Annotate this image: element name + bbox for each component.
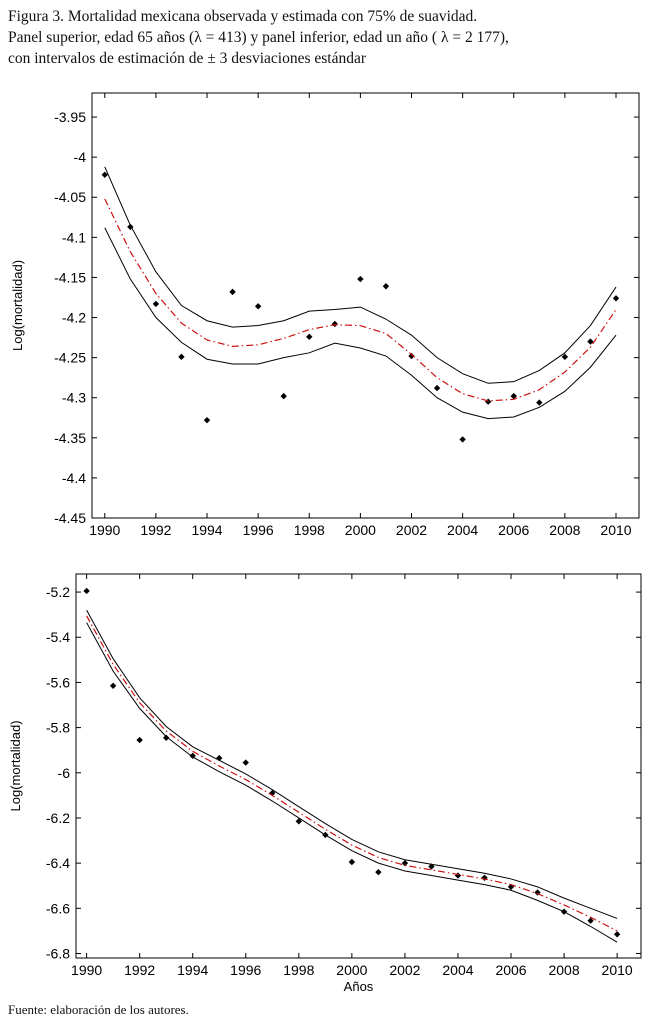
y-tick-label: -4.05 [54, 189, 86, 205]
x-axis-title: Años [344, 979, 374, 994]
observed-point [433, 384, 441, 392]
caption-line-1: Figura 3. Mortalidad mexicana observada … [8, 8, 478, 25]
y-tick-label: -6.2 [46, 810, 70, 826]
y-tick-label: -4.35 [54, 430, 86, 446]
x-tick-label: 1992 [124, 962, 155, 978]
y-tick-label: -4.4 [62, 470, 86, 486]
x-tick-label: 2002 [396, 522, 427, 538]
y-tick-label: -5.8 [46, 720, 70, 736]
x-tick-label: 2004 [442, 962, 473, 978]
observed-point [216, 754, 223, 762]
x-tick-label: 2000 [345, 522, 376, 538]
y-tick-label: -4 [74, 149, 87, 165]
observed-point [295, 818, 303, 825]
estimate-line [104, 198, 617, 402]
x-tick-label: 1998 [294, 522, 325, 538]
x-tick-label: 1996 [230, 962, 261, 978]
observed-point [561, 353, 569, 361]
observed-point [459, 436, 466, 443]
upper-line [104, 166, 617, 384]
y-tick-label: -5.4 [46, 629, 70, 645]
y-tick-label: -4.45 [54, 510, 86, 526]
caption-line-2: Panel superior, edad 65 años (λ = 413) y… [8, 29, 509, 46]
y-tick-label: -6.4 [46, 855, 70, 871]
figure-source: Fuente: elaboración de los autores. [8, 1002, 189, 1017]
y-tick-label: -4.2 [62, 310, 86, 326]
observed-point [536, 399, 543, 406]
x-tick-label: 1990 [89, 522, 120, 538]
x-tick-label: 2008 [549, 522, 580, 538]
x-tick-label: 2010 [600, 522, 631, 538]
estimate-line [86, 615, 618, 932]
observed-point [229, 288, 236, 296]
observed-point [178, 353, 185, 361]
y-tick-label: -4.1 [62, 229, 86, 245]
y-axis-title: Log(mortalidad) [10, 260, 25, 351]
observed-point [382, 283, 390, 290]
observed-point [375, 868, 382, 876]
x-tick-label: 2010 [602, 962, 633, 978]
x-tick-label: 2006 [495, 962, 526, 978]
y-axis-title: Log(mortalidad) [8, 720, 23, 811]
y-tick-label: -6 [58, 765, 71, 781]
observed-point [401, 859, 409, 867]
top-panel-chart: 1990 1992 1994 1996 1998 2000 2002 2004 2006 2008… [10, 92, 640, 538]
observed-point [587, 338, 594, 345]
observed-point [510, 392, 517, 400]
y-tick-label: -5.6 [46, 674, 70, 690]
observed-point [203, 416, 211, 424]
y-tick-label: -5.2 [46, 584, 70, 600]
y-tick-label: -4.25 [54, 350, 86, 366]
observed-point [348, 858, 356, 866]
observed-point [280, 392, 287, 400]
x-tick-label: 1994 [177, 962, 208, 978]
lower-line [104, 227, 617, 420]
observed-point [136, 736, 143, 744]
observed-point [306, 333, 313, 340]
observed-point [152, 300, 160, 308]
upper-line [86, 609, 618, 919]
y-tick-label: -4.3 [62, 390, 86, 406]
x-tick-label: 2006 [498, 522, 529, 538]
x-tick-label: 2008 [548, 962, 579, 978]
x-tick-label: 1998 [283, 962, 314, 978]
y-tick-label: -4.15 [54, 269, 86, 285]
x-tick-label: 2004 [447, 522, 478, 538]
y-tick-label: -3.95 [54, 109, 86, 125]
x-tick-label: 1994 [191, 522, 222, 538]
observed-point [612, 295, 620, 302]
x-tick-label: 2002 [389, 962, 420, 978]
x-tick-label: 1996 [243, 522, 274, 538]
x-tick-label: 2000 [336, 962, 367, 978]
caption-line-3: con intervalos de estimación de ± 3 desv… [8, 50, 366, 67]
observed-point [83, 587, 90, 595]
plot-frame [91, 92, 640, 519]
y-tick-label: -6.8 [46, 945, 70, 961]
x-tick-label: 1990 [71, 962, 102, 978]
bottom-panel-chart: 1990 1992 1994 1996 1998 2000 2002 2004 2006 2008… [8, 573, 642, 994]
observed-point [613, 931, 621, 938]
observed-point [101, 171, 108, 178]
lower-line [86, 622, 618, 943]
observed-point [109, 682, 117, 690]
observed-point [357, 275, 364, 283]
observed-point [408, 352, 415, 360]
observed-point [254, 303, 262, 310]
x-tick-label: 1992 [140, 522, 171, 538]
y-tick-label: -6.6 [46, 900, 70, 916]
plot-frame [75, 573, 642, 959]
figure-caption: Figura 3. Mortalidad mexicana observada … [8, 6, 648, 69]
